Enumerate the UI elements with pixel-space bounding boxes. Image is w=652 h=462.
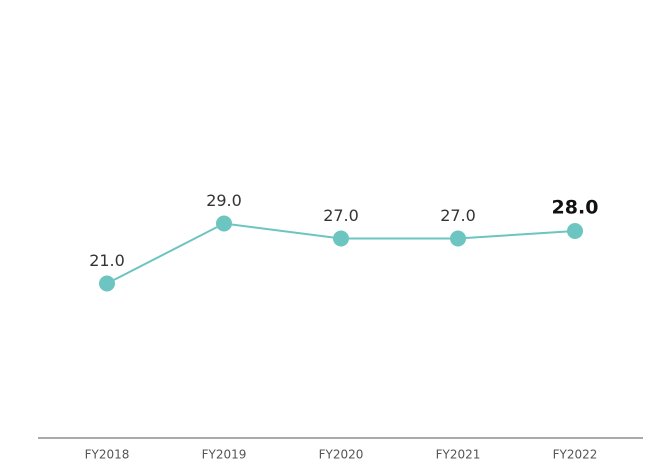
value-label: 21.0 <box>89 251 125 270</box>
point <box>567 223 583 239</box>
x-tick-label: FY2021 <box>436 448 481 462</box>
value-label: 27.0 <box>323 206 359 225</box>
x-tick-label: FY2019 <box>202 448 247 462</box>
value-label: 29.0 <box>206 191 242 210</box>
point <box>99 275 115 292</box>
x-tick-label: FY2020 <box>319 448 364 462</box>
value-label: 28.0 <box>552 197 599 219</box>
point <box>450 230 466 247</box>
x-tick-label: FY2018 <box>85 448 130 462</box>
point <box>216 215 232 232</box>
value-label: 27.0 <box>440 206 476 225</box>
point <box>333 230 349 247</box>
x-tick-label: FY2022 <box>553 448 598 462</box>
